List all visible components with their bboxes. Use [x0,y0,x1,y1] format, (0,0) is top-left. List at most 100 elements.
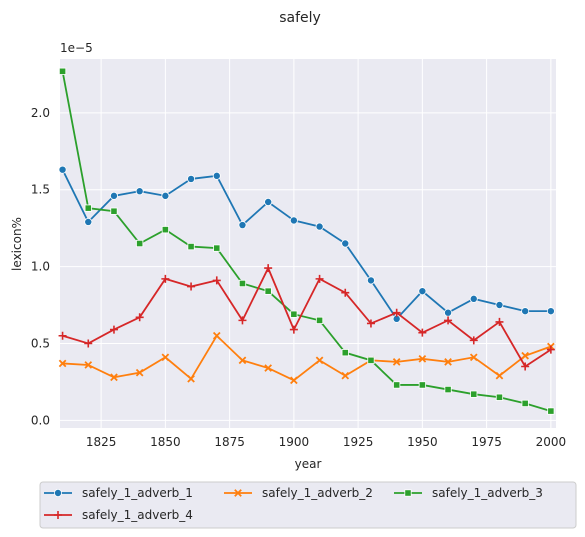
x-tick-label: 1950 [407,435,438,449]
data-point [366,319,375,328]
data-point [289,216,298,225]
legend-item: safely_1_adverb_1 [44,486,193,500]
series-line [61,169,551,321]
data-point [136,239,144,248]
data-point [58,359,67,368]
series-line [62,334,552,382]
plot-background [60,59,556,428]
legend-label: safely_1_adverb_1 [82,486,193,500]
data-point [315,274,324,283]
legend: safely_1_adverb_1 safely_1_adverb_2 safely… [39,481,577,529]
data-point [187,374,195,383]
data-point [212,331,221,340]
data-point [546,345,555,354]
series-safely_1_adverb_1 [58,165,555,323]
data-point [341,239,350,248]
data-point [109,191,118,200]
data-point [212,276,221,285]
x-axis-label: year [295,457,322,471]
series-safely_1_adverb_2 [58,331,555,385]
data-point [315,316,324,324]
data-point [264,364,273,372]
data-point [161,274,170,283]
data-point [315,222,324,231]
data-point [212,171,221,180]
data-point [84,339,93,348]
data-point [135,313,144,322]
data-point [418,328,427,337]
data-point [290,310,298,318]
legend-item: safely_1_adverb_2 [224,486,373,500]
x-axis-ticks: 1825 1850 1875 1900 1925 1950 1975 2000 [86,435,566,449]
x-tick-label: 1975 [471,435,502,449]
data-point [546,307,555,316]
data-point [366,276,375,285]
y-tick-label: 2.0 [31,106,50,120]
data-point [238,316,247,325]
data-point [470,390,478,398]
data-point [238,221,247,230]
y-tick-label: 1.5 [31,183,50,197]
x-tick-label: 1900 [279,435,310,449]
y-tick-label: 1.0 [31,260,50,274]
chart-title: safely [279,10,321,26]
legend-marker [54,488,63,497]
x-tick-label: 1850 [150,435,181,449]
data-point [341,288,350,297]
data-point [58,331,67,340]
data-point [187,282,196,291]
data-point [238,356,247,365]
data-point [135,368,144,377]
data-point [392,308,401,317]
data-point [161,191,170,200]
data-point [444,316,453,325]
series-line [62,265,552,368]
data-point [110,207,118,215]
data-point [495,371,504,380]
legend-item: safely_1_adverb_4 [44,508,193,522]
series-layer [58,67,555,415]
data-point [521,399,529,408]
x-tick-label: 1925 [343,435,374,449]
data-point [84,217,93,226]
x-tick-label: 1825 [86,435,117,449]
data-point [264,287,272,295]
data-point [315,356,324,365]
x-tick-label: 2000 [536,435,567,449]
data-point [341,349,349,357]
y-tick-label: 0.0 [31,413,50,427]
y-tick-label: 0.5 [31,336,50,350]
data-point [161,353,170,362]
data-point [135,187,144,196]
series-line [61,71,552,412]
data-point [495,393,504,401]
x-tick-label: 1875 [214,435,245,449]
legend-marker [404,489,412,497]
series-safely_1_adverb_4 [58,264,555,371]
data-point [418,287,427,296]
data-point [444,308,453,317]
data-point [187,174,196,183]
legend-label: safely_1_adverb_4 [82,508,193,522]
data-point [418,354,427,363]
data-point [469,353,478,362]
legend-label: safely_1_adverb_2 [262,486,373,500]
data-point [109,325,118,334]
data-point [161,226,169,234]
data-point [521,307,530,316]
legend-marker [234,489,242,497]
data-point [444,385,452,394]
legend-item: safely_1_adverb_3 [394,486,543,500]
data-point [213,244,221,252]
y-axis-ticks: 0.0 0.5 1.0 1.5 2.0 [31,106,50,428]
y-axis-label: lexicon% [10,217,24,271]
data-point [367,356,375,364]
data-point [290,376,298,385]
data-point [58,67,67,75]
data-point [264,197,273,206]
data-point [84,204,92,212]
series-safely_1_adverb_3 [58,67,555,415]
data-point [495,317,504,326]
data-point [393,381,401,389]
